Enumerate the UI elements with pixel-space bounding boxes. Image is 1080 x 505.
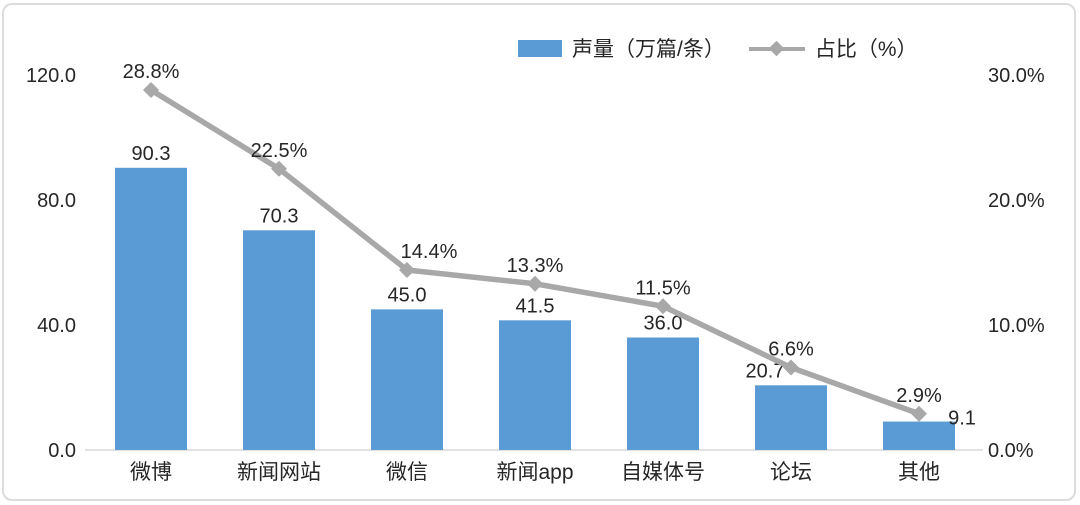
category-label: 微信 (386, 461, 428, 484)
category-label: 新闻app (496, 461, 573, 484)
left-axis-tick-label: 120.0 (26, 65, 76, 87)
bar (243, 230, 315, 450)
right-axis-tick-label: 30.0% (988, 65, 1045, 87)
diamond-marker-icon (911, 405, 927, 422)
right-axis-tick-label: 20.0% (988, 190, 1045, 212)
category-label: 新闻网站 (237, 461, 321, 484)
bar-value-label: 9.1 (948, 408, 976, 430)
bar (627, 337, 699, 450)
diamond-marker-icon (527, 275, 543, 292)
diamond-marker-icon (399, 262, 415, 278)
diamond-marker-icon (143, 82, 159, 98)
diamond-marker-icon (783, 359, 799, 376)
bar (499, 320, 571, 450)
legend-bar-swatch-icon (518, 39, 562, 57)
line-value-label: 13.3% (507, 255, 564, 277)
line-value-label: 28.8% (123, 61, 180, 83)
legend-line-swatch-icon (748, 40, 805, 57)
bar (755, 385, 827, 450)
left-axis-tick-label: 80.0 (37, 190, 76, 212)
legend-line-label: 占比（%） (814, 38, 918, 61)
legend: 声量（万篇/条） 占比（%） (518, 33, 932, 63)
bar-value-label: 20.7 (746, 360, 785, 382)
diamond-marker-icon (271, 160, 287, 177)
bar (371, 309, 443, 450)
bar-value-label: 45.0 (388, 284, 427, 306)
bar (115, 167, 187, 450)
line-value-label: 22.5% (251, 140, 308, 162)
right-axis-tick-label: 10.0% (988, 315, 1045, 337)
right-axis-tick-label: 0.0% (988, 440, 1034, 462)
category-label: 论坛 (770, 461, 812, 484)
category-label: 其他 (898, 461, 940, 484)
left-axis-tick-label: 0.0 (48, 440, 76, 462)
bar-value-label: 90.3 (132, 143, 171, 165)
line-value-label: 14.4% (401, 241, 458, 263)
left-axis-tick-label: 40.0 (37, 315, 76, 337)
diamond-marker-icon (655, 298, 671, 315)
bar (883, 421, 955, 450)
category-label: 微博 (130, 461, 172, 484)
category-label: 自媒体号 (621, 461, 705, 484)
bar-value-label: 41.5 (516, 295, 555, 317)
bar-value-label: 36.0 (644, 313, 683, 335)
line-value-label: 11.5% (635, 277, 690, 299)
line-value-label: 6.6% (768, 339, 814, 361)
line-value-label: 2.9% (896, 385, 942, 407)
legend-bar-label: 声量（万篇/条） (572, 38, 725, 61)
bar-value-label: 70.3 (260, 205, 299, 227)
